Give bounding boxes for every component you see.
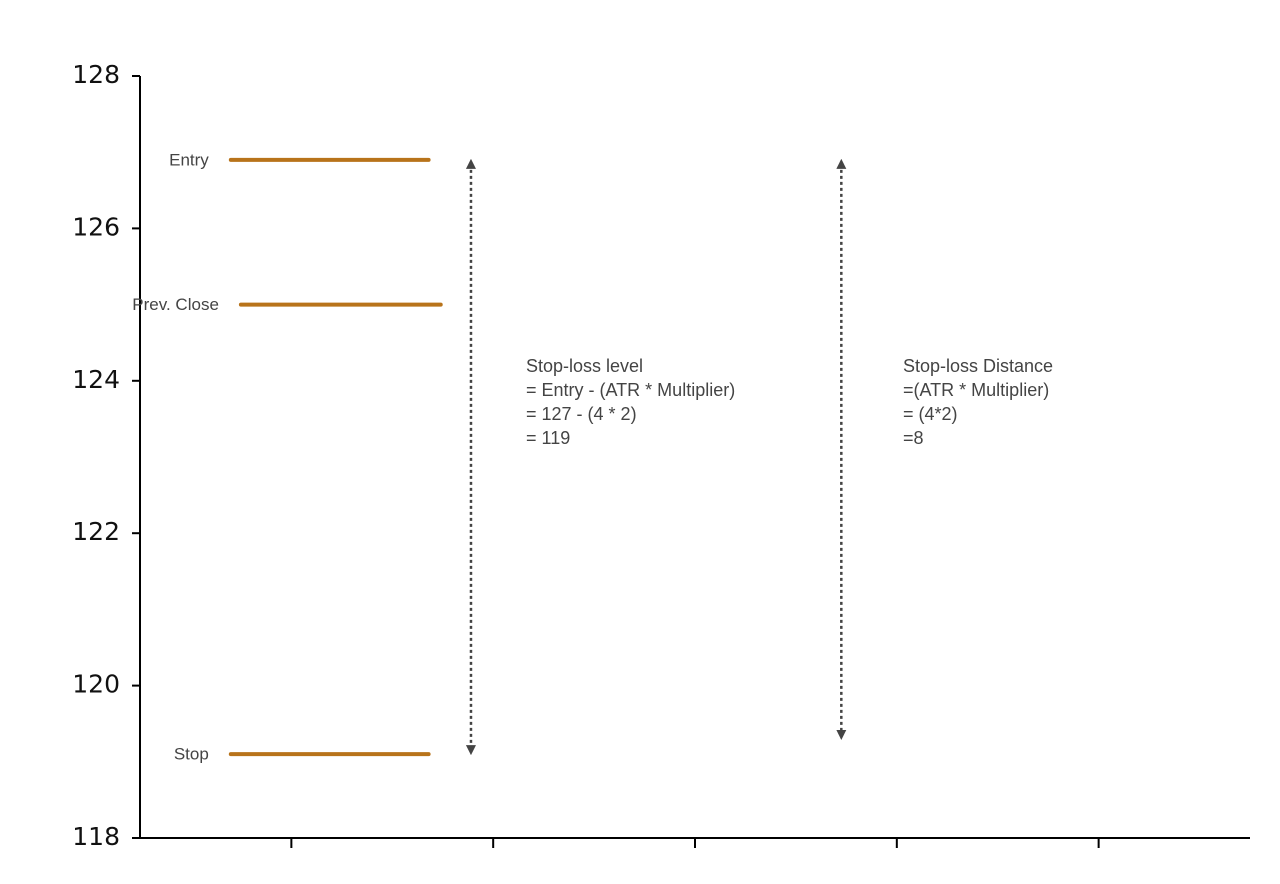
annotation-line: =8: [903, 428, 924, 448]
level-label: Stop: [174, 745, 209, 764]
y-tick-label: 126: [72, 212, 120, 241]
annotation-line: Stop-loss Distance: [903, 356, 1053, 376]
y-tick-label: 124: [72, 365, 120, 394]
annotation-line: = Entry - (ATR * Multiplier): [526, 380, 735, 400]
y-tick-label: 128: [72, 60, 120, 89]
annotation-line: = 119: [526, 428, 570, 448]
annotation-line: = 127 - (4 * 2): [526, 404, 637, 424]
annotation-line: =(ATR * Multiplier): [903, 380, 1049, 400]
y-tick-label: 120: [72, 670, 120, 699]
annotation-line: Stop-loss level: [526, 356, 643, 376]
level-label: Prev. Close: [132, 295, 219, 314]
y-tick-label: 122: [72, 517, 120, 546]
y-tick-label: 118: [72, 822, 120, 851]
level-label: Entry: [169, 150, 209, 169]
annotation-line: = (4*2): [903, 404, 958, 424]
